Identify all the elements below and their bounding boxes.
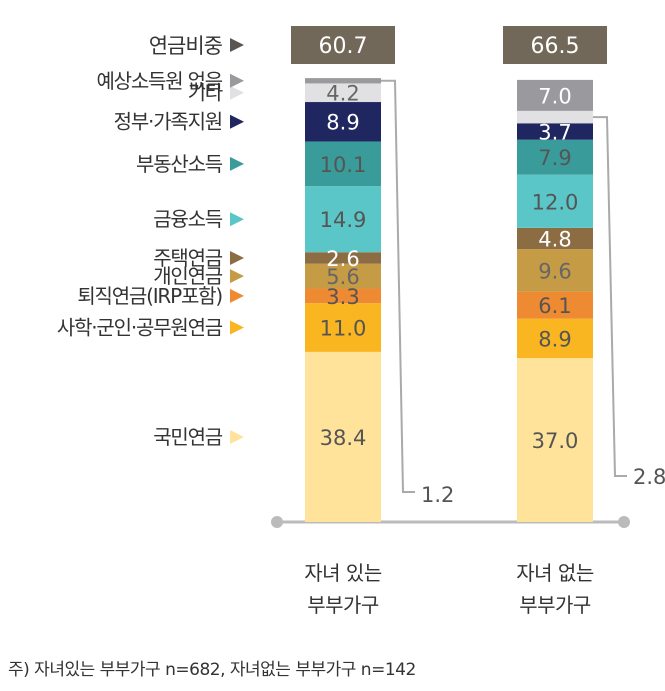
segment-value-label: 1.2 — [421, 483, 454, 507]
legend-label: 부동산소득 — [136, 152, 223, 176]
segment-value-label: 5.6 — [326, 265, 359, 289]
segment-value-label: 7.9 — [538, 146, 571, 170]
legend-label: 금융소득 — [153, 207, 223, 231]
callout-line — [381, 79, 415, 493]
category-label: 자녀 있는 — [304, 561, 382, 585]
legend-label: 정부·가족지원 — [114, 110, 222, 134]
bar-segment — [517, 358, 593, 522]
legend-marker — [230, 320, 244, 335]
pension-share-label: 연금비중 — [149, 34, 223, 58]
legend-label: 기타 — [188, 81, 223, 105]
bar-segment — [305, 102, 381, 142]
segment-value-label: 8.9 — [326, 111, 359, 135]
bar-segment — [305, 263, 381, 289]
bar-segment — [305, 351, 381, 522]
baseline-right-dot — [618, 516, 630, 528]
segment-value-label: 3.3 — [326, 285, 359, 309]
legend-marker — [230, 269, 244, 284]
legend-label: 퇴직연금(IRP포함) — [77, 284, 222, 308]
bar-segment — [305, 186, 381, 253]
bar-segment — [517, 123, 593, 140]
segment-value-label: 7.0 — [538, 84, 571, 108]
segment-value-label: 3.7 — [538, 120, 571, 144]
bar-segment — [517, 174, 593, 228]
legend-marker — [230, 114, 244, 129]
pension-share-marker — [230, 38, 244, 52]
callout-line — [593, 116, 627, 477]
category-label: 자녀 없는 — [516, 561, 594, 585]
pension-share-value: 60.7 — [319, 34, 368, 59]
bar-segment — [305, 288, 381, 304]
bar-segment — [517, 139, 593, 175]
bar-segment — [305, 303, 381, 352]
segment-value-label: 38.4 — [320, 426, 367, 450]
segment-value-label: 37.0 — [532, 429, 579, 453]
segment-value-label: 6.1 — [538, 294, 571, 318]
category-label: 부부가구 — [519, 593, 591, 617]
baseline-left-dot — [271, 516, 283, 528]
segment-value-label: 4.2 — [326, 82, 359, 106]
legend-marker — [230, 212, 244, 227]
segment-value-label: 2.8 — [633, 465, 665, 489]
legend-marker — [230, 85, 244, 100]
segment-value-label: 14.9 — [320, 208, 367, 232]
bar-segment — [517, 227, 593, 250]
pension-share-value: 66.5 — [531, 34, 580, 59]
legend-marker — [230, 288, 244, 303]
legend-label: 개인연금 — [153, 264, 223, 288]
legend-label: 예상소득원 없음 — [96, 69, 222, 93]
legend-marker — [230, 73, 244, 88]
bar-segment — [305, 83, 381, 103]
bar-segment — [517, 249, 593, 292]
bar-segment — [517, 318, 593, 359]
bar-segment — [305, 252, 381, 264]
pension-share-box — [503, 26, 607, 64]
legend-label: 국민연금 — [153, 425, 223, 449]
legend-label: 사학·군인·공무원연금 — [57, 316, 223, 340]
category-label: 부부가구 — [307, 593, 379, 617]
segment-value-label: 11.0 — [320, 317, 367, 341]
bar-segment — [517, 110, 593, 124]
segment-value-label: 12.0 — [532, 190, 579, 214]
legend-marker — [230, 429, 244, 444]
bar-segment — [517, 79, 593, 111]
footnote: 주) 자녀있는 부부가구 n=682, 자녀없는 부부가구 n=142 — [8, 660, 416, 680]
segment-value-label: 10.1 — [320, 153, 367, 177]
legend-marker — [230, 250, 244, 265]
legend-marker — [230, 156, 244, 171]
legend-label: 주택연금 — [153, 246, 223, 270]
segment-value-label: 8.9 — [538, 327, 571, 351]
segment-value-label: 4.8 — [538, 227, 571, 251]
pension-share-box — [291, 26, 395, 64]
bar-segment — [305, 78, 381, 84]
segment-value-label: 2.6 — [326, 247, 359, 271]
segment-value-label: 9.6 — [538, 259, 571, 283]
bar-segment — [305, 141, 381, 187]
bar-segment — [517, 291, 593, 319]
